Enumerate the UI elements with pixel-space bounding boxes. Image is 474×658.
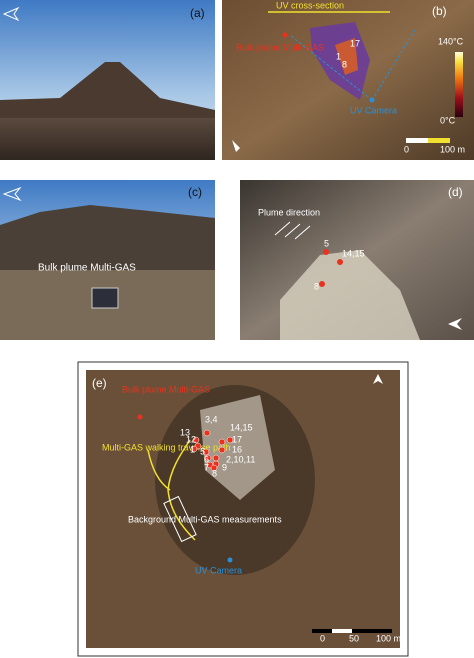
point-label: 13 bbox=[180, 427, 190, 437]
fumarole-field bbox=[280, 250, 420, 340]
traverse-path bbox=[147, 439, 196, 541]
scale-bar bbox=[406, 138, 428, 143]
point-label: 16 bbox=[232, 444, 242, 454]
annotation: UV Camera bbox=[195, 565, 242, 575]
panel-label: (e) bbox=[92, 376, 107, 390]
point-label: 2,10,11 bbox=[226, 454, 255, 464]
north-arrow bbox=[373, 374, 383, 384]
point-label: 17 bbox=[232, 434, 242, 444]
annotation: Bulk plume Multi-GAS bbox=[38, 263, 136, 274]
camera-point bbox=[227, 557, 233, 563]
multigas-point bbox=[282, 32, 288, 38]
panel-label: (d) bbox=[448, 185, 463, 199]
color-bar bbox=[455, 52, 463, 117]
panel-label: (c) bbox=[188, 185, 202, 199]
ground bbox=[0, 118, 215, 160]
point bbox=[226, 436, 234, 444]
scale-label: 0 bbox=[404, 144, 409, 154]
point-label: 14,15 bbox=[342, 248, 365, 258]
point bbox=[323, 249, 329, 255]
point-label: 7 bbox=[204, 462, 209, 472]
annotation: Multi-GAS walking traverse path bbox=[102, 442, 231, 452]
point-label: 1 bbox=[190, 444, 195, 454]
scale-bar bbox=[428, 138, 450, 143]
point-label: 17 bbox=[350, 38, 360, 48]
point-label: 8 bbox=[314, 281, 319, 291]
panel-b: (b) UV cross-section Bulk plume Multi-GA… bbox=[222, 0, 474, 160]
points: 3,4 13 14,15 12 17 1 16 56 2,10,11 7 98 bbox=[180, 414, 255, 478]
scale-label: 50 bbox=[349, 633, 359, 643]
north-arrow bbox=[232, 140, 240, 152]
scale-bar bbox=[312, 629, 332, 633]
point bbox=[218, 446, 226, 454]
scale-bar bbox=[352, 629, 392, 633]
north-arrow bbox=[2, 186, 22, 202]
point-label: 12 bbox=[186, 434, 196, 444]
point bbox=[190, 445, 198, 453]
fumarole-field bbox=[200, 395, 275, 500]
panel-c: (c) Bulk plume Multi-GAS bbox=[0, 180, 215, 340]
annotation: Plume direction bbox=[258, 207, 320, 217]
point bbox=[203, 429, 211, 437]
point-label: 5 bbox=[324, 238, 329, 248]
point-label: 5 bbox=[200, 446, 205, 456]
point bbox=[212, 454, 220, 462]
point-label: 9 bbox=[222, 462, 227, 472]
panel-a: (a) bbox=[0, 0, 215, 160]
point-label: 1 bbox=[336, 51, 341, 61]
annotation: UV Camera bbox=[350, 105, 397, 115]
annotation: Background Multi-GAS measurements bbox=[128, 514, 282, 524]
colorbar-label: 140°C bbox=[438, 36, 464, 46]
view-line bbox=[289, 34, 373, 101]
point bbox=[210, 464, 218, 472]
point bbox=[337, 259, 343, 265]
colorbar-label: 0°C bbox=[440, 115, 456, 125]
point bbox=[218, 438, 226, 446]
panel-d: (d) Plume direction 5 14,15 8 bbox=[240, 180, 474, 340]
scale-bar bbox=[332, 629, 352, 633]
panel-label: (a) bbox=[190, 6, 205, 20]
scale-label: 100 m bbox=[440, 144, 465, 154]
view-line bbox=[371, 29, 416, 101]
camera-point bbox=[369, 97, 375, 103]
scale-label: 100 m bbox=[376, 633, 401, 643]
point-label: 14,15 bbox=[230, 422, 253, 432]
panel-e: (e) Bulk plume Multi-GAS Multi-GAS walki… bbox=[77, 361, 409, 657]
point-label: 3,4 bbox=[205, 414, 218, 424]
thermal-hot bbox=[335, 38, 358, 75]
annotation: Bulk plume Multi-GAS bbox=[122, 384, 210, 394]
instrument bbox=[91, 287, 119, 309]
point bbox=[192, 436, 200, 444]
point bbox=[202, 448, 210, 456]
point bbox=[319, 281, 325, 287]
multigas-point bbox=[137, 414, 143, 420]
scale-label: 0 bbox=[320, 633, 325, 643]
annotation: Bulk plume Multi-GAS bbox=[236, 42, 324, 52]
point-label: 8 bbox=[342, 59, 347, 69]
north-arrow bbox=[2, 6, 20, 22]
plume-arrows bbox=[274, 221, 311, 240]
point-label: 8 bbox=[212, 468, 217, 478]
background-box bbox=[163, 495, 197, 543]
point bbox=[204, 454, 212, 462]
north-arrow bbox=[448, 318, 462, 330]
point-label: 6 bbox=[204, 454, 209, 464]
panel-label: (b) bbox=[432, 4, 447, 18]
annotation: UV cross-section bbox=[276, 0, 344, 10]
